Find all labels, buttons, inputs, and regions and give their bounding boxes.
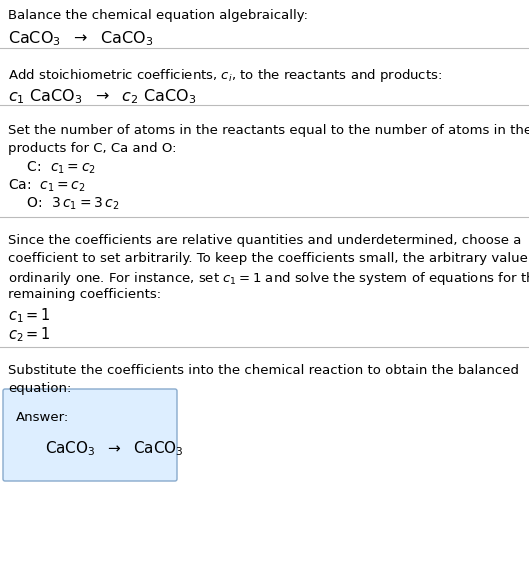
Text: ordinarily one. For instance, set $c_1 = 1$ and solve the system of equations fo: ordinarily one. For instance, set $c_1 =… [8,270,529,287]
Text: $c_1$ CaCO$_3$  $\rightarrow$  $c_2$ CaCO$_3$: $c_1$ CaCO$_3$ $\rightarrow$ $c_2$ CaCO$… [8,87,196,105]
Text: Ca:  $c_1 = c_2$: Ca: $c_1 = c_2$ [8,178,86,194]
Text: C:  $c_1 = c_2$: C: $c_1 = c_2$ [18,160,96,176]
Text: equation:: equation: [8,382,71,395]
Text: coefficient to set arbitrarily. To keep the coefficients small, the arbitrary va: coefficient to set arbitrarily. To keep … [8,252,529,265]
Text: CaCO$_3$  $\rightarrow$  CaCO$_3$: CaCO$_3$ $\rightarrow$ CaCO$_3$ [45,439,184,458]
Text: Balance the chemical equation algebraically:: Balance the chemical equation algebraica… [8,9,308,22]
Text: CaCO$_3$  $\rightarrow$  CaCO$_3$: CaCO$_3$ $\rightarrow$ CaCO$_3$ [8,29,153,48]
Text: remaining coefficients:: remaining coefficients: [8,288,161,301]
FancyBboxPatch shape [3,389,177,481]
Text: Add stoichiometric coefficients, $c_i$, to the reactants and products:: Add stoichiometric coefficients, $c_i$, … [8,67,442,84]
Text: O:  $3\,c_1 = 3\,c_2$: O: $3\,c_1 = 3\,c_2$ [18,196,120,213]
Text: Since the coefficients are relative quantities and underdetermined, choose a: Since the coefficients are relative quan… [8,234,522,247]
Text: $c_2 = 1$: $c_2 = 1$ [8,325,51,344]
Text: $c_1 = 1$: $c_1 = 1$ [8,306,51,325]
Text: Substitute the coefficients into the chemical reaction to obtain the balanced: Substitute the coefficients into the che… [8,364,519,377]
Text: products for C, Ca and O:: products for C, Ca and O: [8,142,177,155]
Text: Set the number of atoms in the reactants equal to the number of atoms in the: Set the number of atoms in the reactants… [8,124,529,137]
Text: Answer:: Answer: [16,411,69,424]
